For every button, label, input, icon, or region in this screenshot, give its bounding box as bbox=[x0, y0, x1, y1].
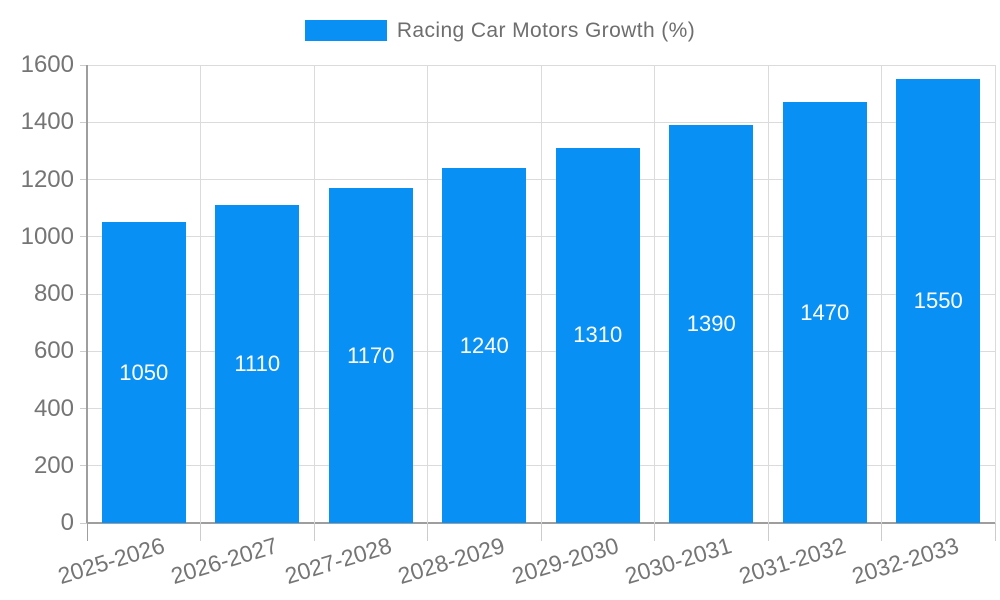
gridline-vertical bbox=[540, 65, 542, 523]
bar-value-label: 1470 bbox=[800, 299, 850, 325]
y-axis-tick bbox=[80, 408, 87, 409]
y-axis-line bbox=[86, 65, 88, 523]
chart-legend: Racing Car Motors Growth (%) bbox=[0, 18, 1000, 43]
y-tick-label: 600 bbox=[33, 337, 74, 365]
y-axis-tick bbox=[80, 522, 87, 524]
y-tick-label: 400 bbox=[33, 394, 74, 422]
bar[interactable]: 1240 bbox=[442, 168, 527, 523]
gridline-vertical bbox=[994, 65, 996, 523]
y-tick-label: 0 bbox=[60, 509, 74, 536]
y-axis-tick bbox=[80, 64, 87, 66]
legend-label: Racing Car Motors Growth (%) bbox=[396, 19, 696, 42]
x-axis-tick bbox=[767, 523, 769, 541]
bar-value-label: 1110 bbox=[234, 351, 281, 377]
y-tick-label: 1600 bbox=[20, 51, 74, 78]
bar-value-label: 1550 bbox=[913, 288, 963, 314]
bar-value-label: 1310 bbox=[573, 322, 623, 348]
x-axis-tick bbox=[540, 523, 542, 541]
y-tick-label: 1200 bbox=[20, 165, 74, 193]
x-axis-tick bbox=[654, 523, 655, 541]
y-tick-label: 200 bbox=[33, 451, 74, 479]
gridline-vertical bbox=[427, 65, 428, 523]
x-tick-label: 2031-2032 bbox=[735, 532, 849, 590]
gridline-vertical bbox=[313, 65, 315, 523]
x-tick-label: 2029-2030 bbox=[508, 532, 622, 590]
x-axis-tick bbox=[313, 523, 315, 541]
gridline-vertical bbox=[881, 65, 882, 523]
gridline-vertical bbox=[200, 65, 201, 523]
bar[interactable]: 1550 bbox=[896, 79, 981, 523]
y-axis-tick bbox=[80, 465, 87, 467]
gridline-vertical bbox=[654, 65, 655, 523]
x-axis-tick bbox=[994, 523, 996, 541]
x-tick-label: 2030-2031 bbox=[622, 532, 735, 590]
bar-value-label: 1390 bbox=[686, 311, 736, 337]
legend-swatch-icon bbox=[304, 20, 387, 41]
x-axis-tick bbox=[200, 523, 201, 541]
bar[interactable]: 1050 bbox=[101, 222, 186, 523]
x-tick-label: 2028-2029 bbox=[395, 532, 508, 590]
y-axis-tick bbox=[80, 121, 87, 123]
y-axis-tick bbox=[80, 350, 87, 352]
bar-value-label: 1240 bbox=[459, 332, 509, 358]
x-axis-tick bbox=[427, 523, 428, 541]
y-axis-tick bbox=[80, 293, 87, 295]
y-axis-tick bbox=[80, 179, 87, 180]
bar[interactable]: 1170 bbox=[328, 188, 413, 523]
bar-value-label: 1170 bbox=[347, 342, 395, 368]
x-axis-tick bbox=[881, 523, 882, 541]
gridline-vertical bbox=[767, 65, 769, 523]
bar[interactable]: 1390 bbox=[669, 125, 754, 523]
bar-value-label: 1050 bbox=[119, 359, 169, 385]
x-tick-label: 2032-2033 bbox=[849, 532, 962, 590]
y-axis-tick bbox=[80, 236, 87, 238]
y-tick-label: 800 bbox=[33, 280, 74, 307]
x-axis-tick bbox=[86, 523, 88, 541]
y-tick-label: 1400 bbox=[20, 108, 74, 136]
x-tick-label: 2026-2027 bbox=[168, 532, 281, 590]
bar[interactable]: 1110 bbox=[215, 205, 300, 523]
y-tick-label: 1000 bbox=[20, 222, 74, 250]
bar[interactable]: 1470 bbox=[782, 102, 867, 523]
bar[interactable]: 1310 bbox=[555, 148, 640, 523]
x-tick-label: 2025-2026 bbox=[54, 532, 168, 590]
x-tick-label: 2027-2028 bbox=[281, 532, 395, 590]
